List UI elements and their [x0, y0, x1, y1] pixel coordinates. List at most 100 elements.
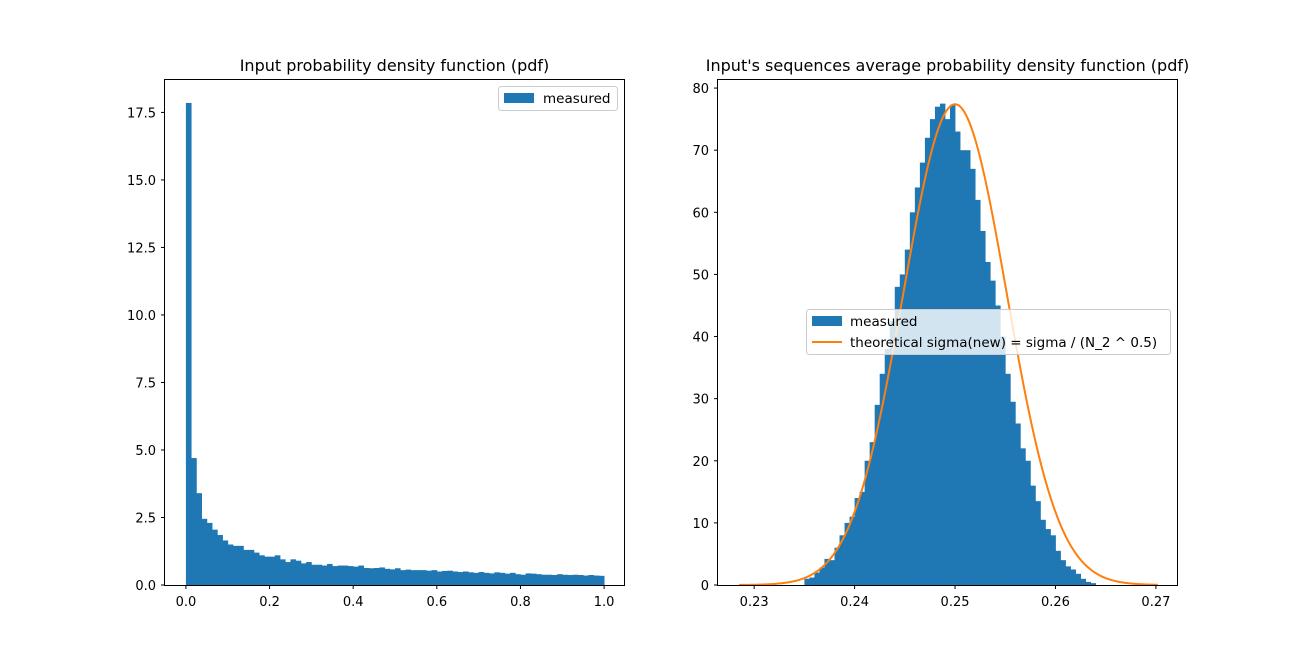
y-tick-label: 17.5 — [127, 106, 156, 121]
right-chart-panel: Input's sequences average probability de… — [692, 56, 1189, 610]
histogram-bar — [955, 131, 961, 585]
histogram-bar — [849, 516, 855, 585]
histogram-bar — [431, 570, 438, 585]
histogram-bar — [520, 574, 527, 585]
histogram-bar — [904, 249, 911, 585]
histogram-bar — [567, 575, 574, 585]
histogram-bar — [990, 280, 996, 585]
histogram-bar — [379, 567, 385, 585]
histogram-bar — [1005, 373, 1011, 585]
histogram-bar — [196, 493, 202, 585]
left-legend-swatch-measured — [504, 93, 534, 103]
histogram-bar — [536, 574, 542, 585]
histogram-bar — [311, 564, 317, 585]
right-y-axis: 0 10 20 30 40 50 60 70 80 — [692, 82, 718, 594]
x-tick-label: 1.0 — [594, 595, 615, 610]
histogram-bar — [970, 168, 976, 586]
histogram-bar — [1085, 581, 1092, 585]
histogram-bar — [457, 572, 464, 585]
histogram-bar — [572, 574, 579, 585]
histogram-bar — [332, 566, 338, 585]
histogram-bar — [337, 565, 344, 585]
histogram-bar — [201, 518, 208, 585]
histogram-bar — [452, 571, 459, 585]
right-chart-title: Input's sequences average probability de… — [706, 56, 1189, 75]
right-legend-box — [806, 309, 1171, 355]
histogram-bar — [358, 565, 365, 585]
histogram-bar — [1010, 401, 1016, 585]
histogram-bar — [405, 569, 412, 585]
histogram-bar — [588, 575, 595, 585]
histogram-bar — [436, 571, 443, 585]
histogram-bar — [804, 578, 810, 585]
y-tick-label: 15.0 — [127, 174, 156, 189]
histogram-bar — [824, 558, 830, 585]
histogram-bar — [395, 568, 401, 585]
histogram-bar — [447, 570, 453, 585]
histogram-bar — [889, 321, 896, 585]
histogram-bar — [212, 529, 218, 585]
histogram-bar — [1060, 560, 1066, 585]
histogram-bar — [814, 572, 820, 585]
y-tick-label: 60 — [692, 206, 709, 221]
histogram-bar — [306, 562, 312, 585]
histogram-bar — [191, 458, 197, 585]
histogram-bar — [327, 563, 333, 585]
histogram-bar — [494, 572, 500, 585]
histogram-bar — [1040, 519, 1046, 585]
histogram-bar — [353, 566, 359, 585]
histogram-bar — [248, 549, 255, 585]
histogram-bar — [980, 230, 986, 585]
histogram-bar — [290, 559, 297, 585]
left-legend: measured — [498, 86, 618, 111]
histogram-bar — [834, 547, 840, 585]
histogram-bar — [829, 560, 835, 585]
histogram-bar — [374, 567, 380, 585]
histogram-bar — [869, 442, 876, 585]
histogram-bar — [295, 560, 302, 585]
x-tick-label: 0.25 — [941, 595, 970, 610]
y-tick-label: 0.0 — [135, 579, 156, 594]
y-tick-label: 0 — [701, 579, 709, 594]
left-x-axis: 0.0 0.2 0.4 0.6 0.8 1.0 — [176, 585, 615, 610]
y-tick-label: 20 — [692, 455, 709, 470]
left-legend-box — [498, 86, 618, 111]
histogram-bar — [316, 564, 323, 585]
left-legend-label-measured: measured — [543, 91, 610, 107]
histogram-bar — [1090, 583, 1097, 585]
histogram-bar — [914, 187, 921, 585]
histogram-bar — [368, 568, 375, 585]
histogram-bar — [253, 552, 260, 585]
histogram-bar — [489, 573, 495, 585]
histogram-bar — [227, 544, 234, 585]
histogram-bar — [583, 575, 589, 585]
histogram-bar — [960, 150, 966, 585]
histogram-bar — [321, 565, 328, 585]
histogram-bar — [919, 162, 926, 585]
histogram-bar — [965, 150, 971, 585]
right-legend: measured theoretical sigma(new) = sigma … — [806, 309, 1171, 355]
histogram-bar — [389, 569, 396, 585]
histogram-bar — [347, 566, 354, 585]
histogram-bar — [515, 574, 521, 585]
y-tick-label: 12.5 — [127, 241, 156, 256]
right-theoretical-curve — [739, 103, 1158, 586]
histogram-bar — [222, 540, 229, 585]
histogram-bar — [844, 522, 850, 585]
y-tick-label: 40 — [692, 331, 709, 346]
histogram-bar — [483, 572, 490, 585]
histogram-bar — [363, 567, 370, 585]
y-tick-label: 7.5 — [135, 376, 156, 391]
histogram-bar — [864, 460, 871, 585]
x-tick-label: 0.6 — [426, 595, 447, 610]
histogram-bar — [995, 305, 1001, 585]
x-tick-label: 0.4 — [343, 595, 364, 610]
histogram-bar — [1045, 529, 1051, 585]
histogram-bar — [243, 549, 250, 585]
histogram-bar — [238, 545, 244, 585]
histogram-bar — [285, 562, 291, 585]
x-tick-label: 0.24 — [840, 595, 869, 610]
histogram-bar — [577, 575, 584, 585]
histogram-bar — [415, 570, 422, 585]
y-tick-label: 10.0 — [127, 309, 156, 324]
